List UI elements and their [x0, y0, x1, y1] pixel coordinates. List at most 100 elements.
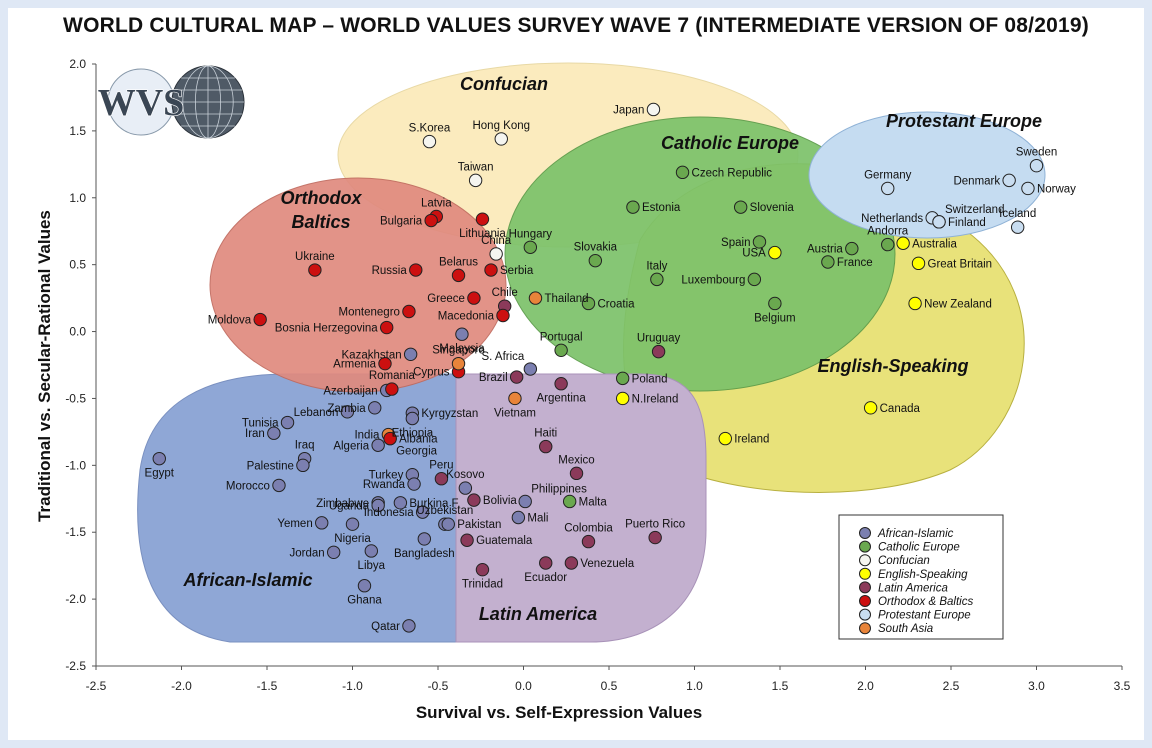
point-andorra: [881, 237, 895, 252]
legend-marker: [859, 540, 871, 553]
point-greece: [467, 291, 481, 305]
point-haiti: [539, 439, 553, 454]
point-argentina: [554, 377, 568, 391]
point-label: Mexico: [558, 454, 594, 466]
point-puerto-rico: [648, 530, 662, 545]
y-tick-label: 0.0: [69, 325, 86, 339]
point-belarus: [451, 268, 466, 283]
wvs-logo: WVS: [97, 65, 245, 139]
point-bolivia: [467, 493, 481, 507]
point-germany: [881, 181, 895, 196]
point-denmark: [1002, 173, 1016, 188]
point-lebanon: [340, 405, 355, 419]
point-label: S.Korea: [409, 123, 451, 135]
point-ukraine: [308, 263, 322, 277]
point-guatemala: [460, 533, 474, 547]
point-label: Singapore: [432, 345, 484, 357]
point-label: Switzerland: [945, 204, 1004, 216]
point-algeria: [371, 438, 385, 452]
y-tick-label: -1.5: [65, 525, 86, 539]
region-label-catholic-europe: Catholic Europe: [661, 133, 799, 153]
x-tick-label: 0.0: [515, 679, 532, 693]
point-label: Spain: [721, 237, 750, 249]
legend-entry: Latin America: [878, 582, 948, 594]
point-label: Kosovo: [446, 469, 484, 481]
point-usa: [768, 245, 782, 260]
point-slovenia: [733, 200, 748, 214]
point-label: Lebanon: [294, 407, 339, 419]
point-label: Argentina: [537, 393, 587, 405]
y-tick-label: 0.5: [69, 258, 86, 272]
point-label: Denmark: [953, 175, 1000, 187]
point-libya: [364, 544, 379, 558]
point-bulgaria: [424, 213, 438, 228]
point-ghana: [357, 579, 372, 593]
legend-marker: [859, 622, 871, 635]
point-ecuador: [539, 556, 553, 570]
point-label: Malta: [579, 496, 608, 508]
point-croatia: [581, 296, 596, 311]
legend-entry: Catholic Europe: [878, 542, 960, 554]
point-label: Mali: [527, 513, 548, 525]
point-label: Belarus: [439, 256, 478, 268]
point-china: [489, 247, 503, 261]
region-protestant-europe: [808, 111, 1046, 239]
point-label: Peru: [429, 460, 453, 472]
point-label: Croatia: [597, 298, 635, 310]
point-label: Philippines: [531, 483, 587, 495]
y-tick-label: -2.0: [65, 592, 86, 606]
point-label: Norway: [1037, 183, 1076, 195]
point-label: Cyprus: [413, 367, 450, 379]
point-label: Estonia: [642, 202, 681, 214]
point-label: Kyrgyzstan: [421, 408, 478, 420]
point-s-africa: [523, 362, 538, 376]
logo-text: WVS: [98, 82, 185, 124]
y-tick-label: -1.0: [65, 458, 86, 472]
point-label: Bolivia: [483, 495, 517, 507]
point-australia: [896, 236, 910, 250]
point-label: Japan: [613, 104, 644, 116]
x-tick-label: 1.5: [772, 679, 789, 693]
point-label: Uzbekistan: [416, 505, 473, 517]
point-label: Kazakhstan: [342, 349, 402, 361]
region-label-protestant-europe: Protestant Europe: [886, 111, 1042, 131]
x-axis-title: Survival vs. Self-Expression Values: [416, 703, 702, 722]
point-label: Armenia: [333, 359, 376, 371]
point-label: Romania: [369, 370, 416, 382]
legend-marker: [859, 554, 871, 567]
legend-entry: South Asia: [878, 623, 933, 635]
point-label: Malaysia: [439, 343, 485, 355]
point-label: Yemen: [277, 518, 312, 530]
point-label: Austria: [807, 244, 843, 256]
point-finland: [932, 215, 946, 229]
y-tick-label: 1.5: [69, 124, 86, 138]
point-label: Uganda: [329, 500, 370, 512]
point-label: India: [354, 430, 380, 442]
point-label: Egypt: [145, 468, 175, 480]
x-tick-label: -1.5: [257, 679, 278, 693]
point-label: Czech Republic: [692, 167, 773, 179]
legend-marker: [859, 595, 871, 607]
point-zambia: [368, 401, 382, 415]
point-bangladesh: [417, 532, 432, 546]
point-label: Poland: [632, 373, 668, 385]
point-label: Greece: [427, 293, 465, 305]
legend-marker: [859, 608, 871, 621]
point-label: USA: [742, 248, 766, 260]
point-label: Belgium: [754, 312, 796, 324]
point-label: Moldova: [208, 315, 252, 327]
point-label: Thailand: [544, 293, 588, 305]
point-label: Serbia: [500, 265, 534, 277]
point-label: Latvia: [421, 198, 452, 210]
legend-marker: [859, 567, 871, 580]
point-label: New Zealand: [924, 298, 992, 310]
x-tick-label: 2.5: [943, 679, 960, 693]
point-label: Zimbabwe: [316, 498, 369, 510]
point-label: Slovenia: [750, 202, 795, 214]
point-kosovo: [458, 481, 473, 495]
logo-globe-icon: [171, 65, 245, 139]
point-label: Portugal: [540, 331, 583, 343]
point-label: Algeria: [333, 440, 369, 452]
